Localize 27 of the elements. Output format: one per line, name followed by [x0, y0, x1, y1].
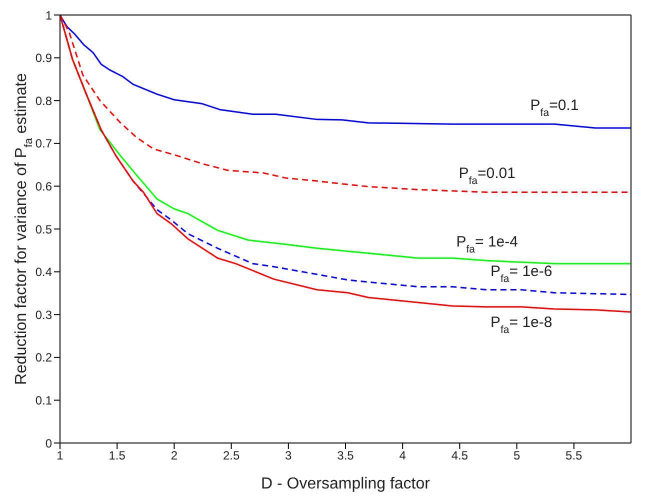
y-tick-label: 0.5 — [35, 222, 52, 236]
x-tick-label: 1.5 — [108, 448, 126, 463]
x-tick-label: 4.5 — [451, 448, 468, 463]
y-tick-label: 0.3 — [35, 308, 52, 322]
y-tick-label: 0.6 — [35, 179, 52, 194]
x-tick-label: 1 — [56, 448, 64, 463]
y-tick-label: 0.9 — [35, 51, 52, 66]
x-axis-title: D - Oversampling factor — [261, 475, 431, 492]
x-tick-label: 3 — [285, 448, 292, 463]
y-tick-label: 0.7 — [35, 136, 52, 151]
x-tick-label: 5 — [513, 448, 520, 463]
y-tick-label: 1 — [45, 8, 52, 22]
y-tick-label: 0 — [45, 436, 52, 450]
y-tick-label: 0.4 — [35, 265, 52, 280]
series-label: P$_{fa}$= 1e-4 — [456, 234, 518, 256]
series-label: P$_{fa}$=0.1 — [530, 97, 579, 120]
x-tick-label: 3.5 — [337, 448, 354, 463]
y-tick-label: 0.8 — [35, 94, 52, 108]
x-tick-label: 4 — [399, 448, 406, 463]
series-label: P$_{fa}$= 1e-8 — [490, 314, 552, 336]
series-label: P$_{fa}$=0.01 — [458, 165, 516, 188]
series-label: P$_{fa}$= 1e-6 — [490, 262, 552, 285]
x-tick-label: 2.5 — [222, 448, 240, 463]
x-tick-label: 2 — [170, 448, 178, 463]
y-tick-label: 0.2 — [35, 350, 52, 365]
x-tick-label: 5.5 — [566, 448, 583, 463]
y-tick-label: 0.1 — [35, 393, 52, 408]
